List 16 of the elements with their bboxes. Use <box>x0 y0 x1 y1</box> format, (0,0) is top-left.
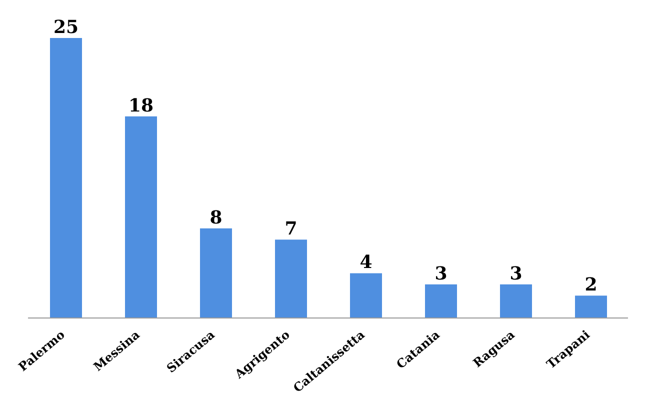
bar <box>425 284 457 318</box>
bar <box>125 116 157 318</box>
data-label: 25 <box>53 17 79 38</box>
bar <box>50 38 82 318</box>
data-label: 3 <box>510 263 522 284</box>
bar <box>500 284 532 318</box>
data-label: 2 <box>584 274 598 296</box>
data-label: 8 <box>210 207 222 228</box>
bar <box>275 240 307 318</box>
data-label: 7 <box>284 218 298 240</box>
bar <box>200 228 232 318</box>
data-label: 4 <box>360 252 372 274</box>
bar <box>350 273 382 318</box>
data-label: 18 <box>128 95 154 116</box>
bar <box>575 296 607 318</box>
data-label: 3 <box>434 263 448 284</box>
